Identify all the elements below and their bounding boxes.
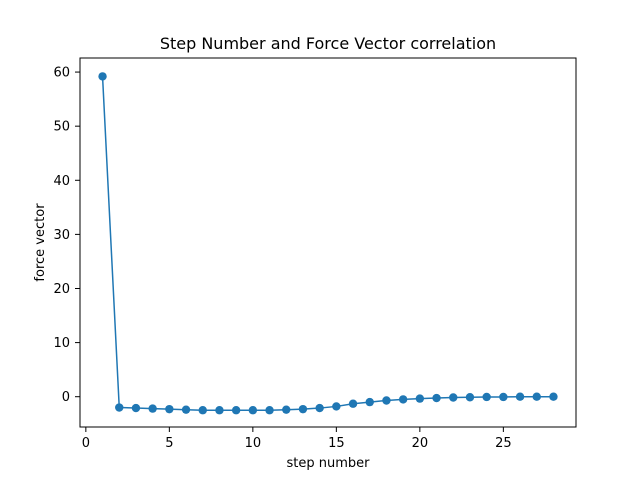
x-axis-label: step number <box>287 456 371 471</box>
chart-title: Step Number and Force Vector correlation <box>160 34 496 53</box>
data-point <box>165 404 174 414</box>
y-tick-label: 0 <box>62 390 70 405</box>
data-point <box>98 72 107 81</box>
data-point <box>499 392 508 402</box>
x-tick-label: 10 <box>245 436 262 451</box>
data-point <box>231 406 241 415</box>
data-point <box>298 404 308 414</box>
data-point <box>549 392 558 401</box>
y-tick-label: 30 <box>53 228 70 243</box>
data-point <box>148 404 157 413</box>
data-point <box>181 405 191 414</box>
data-point <box>465 393 475 402</box>
data-point <box>198 406 207 415</box>
data-point <box>382 396 391 405</box>
x-tick-label: 5 <box>165 436 173 451</box>
data-point <box>215 406 224 415</box>
x-tick-label: 25 <box>495 436 512 451</box>
x-tick-label: 0 <box>82 436 90 451</box>
x-tick-label: 20 <box>412 436 429 451</box>
y-tick-label: 60 <box>53 66 70 81</box>
data-point <box>332 402 341 411</box>
plot-layer: 0 5 10 15 20 25 0 10 20 30 40 50 60 <box>53 66 558 451</box>
data-point <box>282 405 291 414</box>
data-point <box>365 397 374 407</box>
data-point <box>515 392 525 401</box>
plot-frame <box>79 57 577 428</box>
series-line <box>101 76 554 411</box>
data-point <box>415 394 425 403</box>
y-tick-label: 50 <box>53 120 70 135</box>
data-point <box>265 406 274 415</box>
data-point <box>248 406 258 415</box>
y-tick-label: 40 <box>53 174 70 189</box>
y-axis-label: force vector <box>33 203 48 282</box>
data-point <box>432 393 441 403</box>
plot-area <box>80 58 576 427</box>
x-tick-label: 15 <box>328 436 345 451</box>
y-tick-label: 10 <box>53 336 70 351</box>
data-point <box>482 392 491 402</box>
data-point <box>131 403 141 413</box>
data-point <box>348 399 358 408</box>
data-point <box>532 392 541 401</box>
data-point <box>398 395 408 404</box>
data-point <box>449 393 458 402</box>
y-tick-label: 20 <box>53 282 70 297</box>
data-point <box>315 403 324 413</box>
data-point <box>115 403 124 412</box>
